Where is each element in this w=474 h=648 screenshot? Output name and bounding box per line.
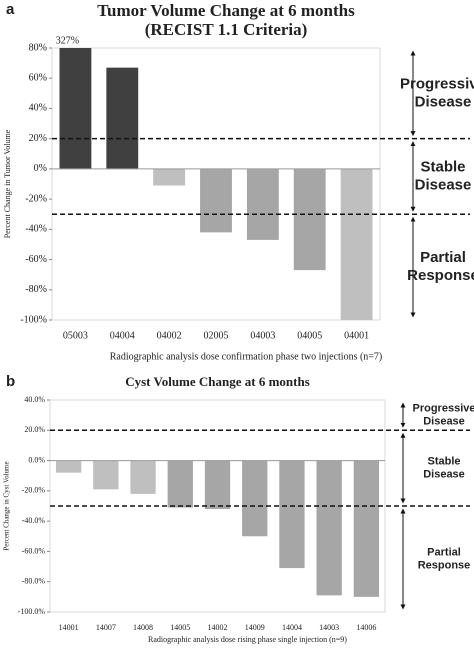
bar bbox=[246, 168, 279, 240]
y-tick-label: -100.0% bbox=[18, 607, 46, 616]
annotation: Stable bbox=[427, 455, 460, 467]
bar bbox=[130, 460, 156, 494]
y-tick-label: 0.0% bbox=[28, 455, 45, 464]
panel-label: a bbox=[6, 1, 15, 18]
y-tick-label: 20% bbox=[29, 133, 47, 144]
bar bbox=[353, 460, 380, 597]
x-tick-label: 14004 bbox=[282, 623, 302, 632]
chart-subtitle: (RECIST 1.1 Criteria) bbox=[145, 20, 308, 39]
y-tick-label: -20.0% bbox=[22, 486, 46, 495]
bar bbox=[316, 460, 342, 596]
bar bbox=[153, 168, 186, 186]
annotation: Stable bbox=[420, 158, 465, 175]
x-tick-label: 14003 bbox=[319, 623, 339, 632]
y-tick-label: 60% bbox=[29, 73, 47, 84]
y-tick-label: 0% bbox=[34, 163, 47, 174]
bar bbox=[55, 460, 82, 473]
y-axis-label: Percent Change in Cyst Volume bbox=[3, 461, 11, 550]
y-axis-label: Percent Change in Tumor Volume bbox=[3, 129, 12, 238]
y-tick-label: -80.0% bbox=[22, 577, 46, 586]
bars bbox=[55, 460, 380, 597]
x-tick-label: 04003 bbox=[250, 330, 275, 341]
y-tick-label: -40.0% bbox=[22, 516, 46, 525]
bar bbox=[279, 460, 305, 569]
bar bbox=[204, 460, 231, 510]
x-tick-label: 04005 bbox=[297, 330, 322, 341]
y-tick-label: -80% bbox=[25, 284, 47, 295]
bar bbox=[93, 460, 119, 490]
x-tick-label: 04002 bbox=[157, 330, 182, 341]
y-tick-label: -60% bbox=[25, 254, 47, 265]
x-tick-label: 14002 bbox=[208, 623, 228, 632]
annotation: Partial bbox=[427, 546, 461, 558]
bar bbox=[167, 460, 193, 508]
annotation: Disease bbox=[415, 93, 472, 110]
y-tick-label: 40% bbox=[29, 103, 47, 114]
annotation: Progressive bbox=[400, 75, 474, 92]
y-tick-label: -60.0% bbox=[22, 546, 46, 555]
y-tick-label: -100% bbox=[20, 314, 47, 325]
x-axis-label: Radiographic analysis dose confirmation … bbox=[110, 351, 383, 362]
x-tick-label: 14008 bbox=[133, 623, 153, 632]
y-tick-label: 20.0% bbox=[24, 425, 45, 434]
annotation: Partial bbox=[420, 249, 466, 266]
x-tick-label: 14007 bbox=[96, 623, 116, 632]
bar bbox=[106, 67, 139, 169]
y-tick-label: -20% bbox=[25, 193, 47, 204]
x-tick-label: 04001 bbox=[344, 330, 369, 341]
annotation: Disease bbox=[415, 176, 472, 193]
x-tick-label: 14005 bbox=[170, 623, 190, 632]
value-label: 327% bbox=[56, 35, 79, 46]
y-tick-label: 80% bbox=[29, 42, 47, 53]
panel-label: b bbox=[6, 373, 15, 390]
chart-title: Cyst Volume Change at 6 months bbox=[125, 374, 310, 389]
plot-frame bbox=[51, 47, 381, 321]
x-tick-label: 14006 bbox=[356, 623, 376, 632]
bar bbox=[242, 460, 268, 537]
bars bbox=[59, 48, 373, 320]
annotation: Progressive bbox=[413, 402, 474, 414]
y-tick-label: -40% bbox=[25, 224, 47, 235]
x-tick-label: 14009 bbox=[245, 623, 265, 632]
x-tick-label: 05003 bbox=[63, 330, 88, 341]
annotation: Response bbox=[418, 560, 471, 572]
annotation: Response bbox=[407, 267, 474, 284]
bar bbox=[200, 168, 232, 233]
annotation: Disease bbox=[423, 469, 465, 481]
x-tick-label: 02005 bbox=[204, 330, 229, 341]
annotation: Disease bbox=[423, 416, 465, 428]
bar bbox=[59, 48, 92, 169]
chart-title: Tumor Volume Change at 6 months bbox=[97, 1, 355, 20]
x-tick-label: 14001 bbox=[59, 623, 79, 632]
x-axis-label: Radiographic analysis dose rising phase … bbox=[148, 635, 347, 644]
x-tick-label: 04004 bbox=[110, 330, 135, 341]
bar bbox=[340, 168, 373, 320]
y-tick-label: 40.0% bbox=[24, 395, 45, 404]
bar bbox=[293, 168, 326, 271]
